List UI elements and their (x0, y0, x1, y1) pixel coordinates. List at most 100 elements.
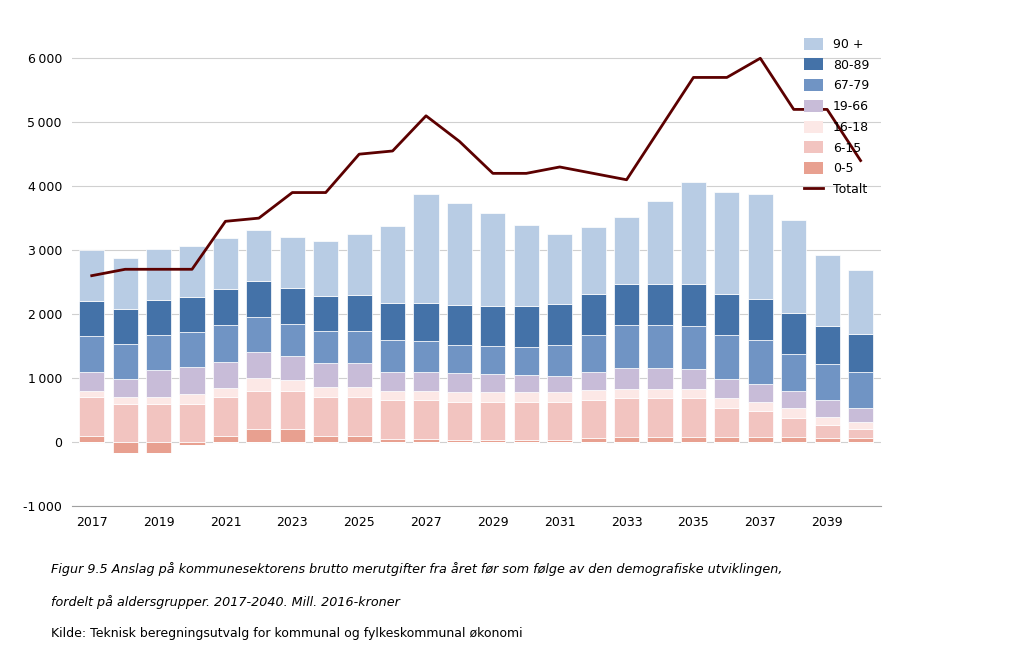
Bar (681, 182, 706, 284)
Bar (581, 335, 605, 373)
Bar (748, 194, 773, 300)
Bar (815, 255, 840, 326)
Bar (179, 246, 205, 297)
Bar (146, 403, 171, 442)
Bar (446, 203, 472, 305)
Bar (514, 225, 539, 306)
Bar (414, 341, 438, 372)
Bar (113, 258, 137, 309)
Bar (480, 346, 506, 374)
Bar (647, 398, 673, 437)
Bar (781, 418, 806, 437)
Bar (79, 397, 104, 436)
Bar (146, 442, 171, 453)
Bar (313, 363, 338, 387)
Bar (380, 400, 406, 439)
Bar (848, 408, 873, 422)
Bar (414, 302, 438, 341)
Bar (514, 401, 539, 440)
Bar (446, 392, 472, 401)
Bar (547, 392, 572, 401)
Bar (146, 249, 171, 300)
Bar (380, 340, 406, 372)
Bar (614, 398, 639, 437)
Bar (380, 303, 406, 340)
Bar (113, 379, 137, 397)
Bar (113, 442, 137, 453)
Bar (347, 387, 372, 397)
Bar (313, 241, 338, 296)
Bar (815, 417, 840, 425)
Bar (146, 371, 171, 397)
Bar (514, 306, 539, 348)
Bar (179, 367, 205, 394)
Bar (647, 284, 673, 325)
Bar (79, 336, 104, 372)
Bar (79, 391, 104, 397)
Bar (414, 372, 438, 391)
Bar (815, 326, 840, 364)
Bar (113, 397, 137, 403)
Bar (347, 331, 372, 363)
Bar (647, 437, 673, 442)
Bar (247, 281, 271, 317)
Bar (179, 442, 205, 445)
Bar (313, 296, 338, 331)
Bar (815, 364, 840, 400)
Bar (280, 237, 305, 288)
Bar (848, 428, 873, 438)
Bar (581, 294, 605, 335)
Bar (614, 284, 639, 325)
Bar (280, 380, 305, 391)
Bar (748, 300, 773, 340)
Text: Kilde: Teknisk beregningsutvalg for kommunal og fylkeskommunal økonomi: Kilde: Teknisk beregningsutvalg for komm… (51, 627, 523, 641)
Bar (446, 345, 472, 373)
Bar (681, 284, 706, 326)
Bar (581, 399, 605, 438)
Bar (647, 325, 673, 369)
Bar (781, 220, 806, 313)
Bar (380, 391, 406, 400)
Bar (113, 403, 137, 442)
Bar (681, 389, 706, 398)
Bar (179, 297, 205, 332)
Bar (247, 391, 271, 429)
Bar (547, 304, 572, 346)
Bar (514, 392, 539, 401)
Bar (146, 397, 171, 403)
Bar (113, 309, 137, 344)
Bar (79, 302, 104, 336)
Bar (715, 378, 739, 398)
Bar (280, 355, 305, 380)
Bar (514, 440, 539, 442)
Bar (347, 436, 372, 442)
Bar (581, 227, 605, 294)
Bar (781, 313, 806, 353)
Bar (79, 436, 104, 442)
Bar (480, 213, 506, 306)
Text: fordelt på aldersgrupper. 2017-2040. Mill. 2016-kroner: fordelt på aldersgrupper. 2017-2040. Mil… (51, 595, 400, 608)
Bar (581, 438, 605, 442)
Bar (781, 437, 806, 442)
Bar (280, 429, 305, 442)
Bar (247, 429, 271, 442)
Bar (848, 334, 873, 373)
Bar (581, 390, 605, 399)
Bar (247, 317, 271, 352)
Bar (647, 201, 673, 284)
Bar (547, 440, 572, 442)
Bar (681, 398, 706, 437)
Bar (113, 344, 137, 379)
Bar (414, 391, 438, 400)
Bar (547, 346, 572, 376)
Bar (213, 325, 238, 362)
Bar (446, 305, 472, 345)
Bar (280, 324, 305, 355)
Bar (748, 384, 773, 401)
Bar (313, 397, 338, 436)
Bar (480, 440, 506, 442)
Bar (815, 438, 840, 442)
Bar (514, 374, 539, 392)
Bar (715, 335, 739, 378)
Bar (380, 439, 406, 442)
